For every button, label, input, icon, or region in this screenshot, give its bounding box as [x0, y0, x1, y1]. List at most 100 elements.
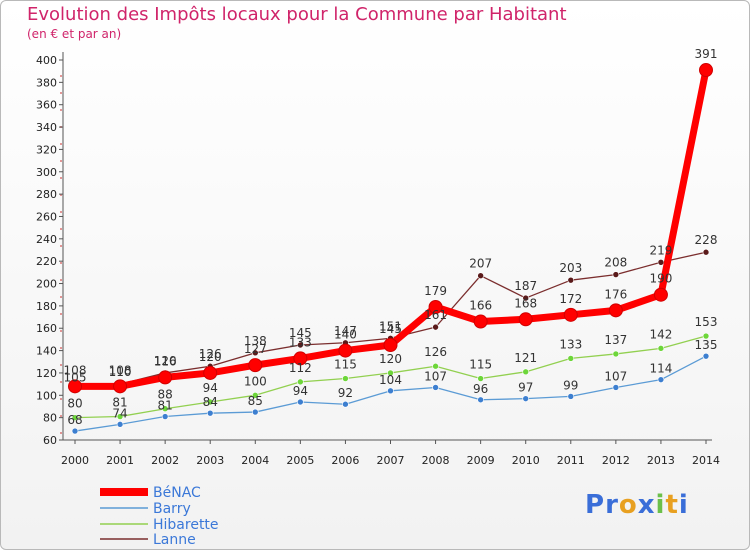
data-label: 147 [334, 324, 357, 338]
y-tick-label: 360 [36, 99, 57, 112]
x-tick-label: 2001 [106, 454, 134, 467]
data-point [342, 400, 349, 408]
data-point [206, 409, 214, 417]
data-label: 126 [199, 347, 222, 361]
data-label: 99 [563, 378, 578, 392]
logo-letter: i [655, 490, 666, 520]
y-tick-label: 120 [36, 367, 57, 380]
y-tick-label: 400 [36, 54, 57, 67]
data-label: 84 [203, 395, 218, 409]
data-label: 133 [559, 337, 582, 351]
data-label: 107 [424, 369, 447, 383]
data-point [297, 378, 304, 386]
y-tick-label: 240 [36, 233, 57, 246]
data-label: 166 [469, 299, 492, 313]
data-point [342, 375, 349, 382]
data-label: 112 [289, 361, 312, 375]
x-tick-label: 2005 [286, 454, 314, 467]
data-label: 94 [293, 384, 308, 398]
data-label: 127 [244, 342, 267, 356]
y-tick-label: 180 [36, 300, 57, 313]
logo-letter: r [605, 490, 619, 520]
data-point [428, 300, 443, 314]
data-label: 107 [604, 369, 627, 383]
data-label: 108 [109, 363, 132, 377]
y-tick-label: 80 [43, 412, 57, 425]
y-tick-label: 100 [36, 389, 57, 402]
logo-letter: t [665, 490, 679, 520]
data-point [702, 352, 710, 360]
data-label: 120 [199, 350, 222, 364]
data-label: 190 [649, 272, 672, 286]
data-point [293, 351, 308, 366]
data-label: 120 [379, 352, 402, 366]
data-label: 115 [469, 358, 492, 372]
y-tick-label: 380 [36, 76, 57, 89]
data-point [297, 398, 304, 406]
data-point [699, 63, 713, 78]
data-point [567, 393, 575, 400]
x-tick-label: 2007 [377, 454, 405, 467]
data-label: 94 [203, 381, 218, 395]
data-point [477, 375, 484, 382]
data-label: 100 [244, 374, 267, 388]
data-point [206, 398, 214, 406]
data-label: 81 [112, 396, 127, 410]
y-tick-label: 160 [36, 322, 57, 335]
y-tick-label: 200 [36, 278, 57, 291]
data-label: 110 [109, 365, 132, 379]
data-point [432, 323, 439, 331]
data-label: 145 [379, 322, 402, 336]
data-point [702, 332, 710, 340]
data-point [71, 427, 79, 435]
data-label: 168 [514, 296, 537, 310]
data-label: 120 [154, 354, 177, 368]
y-tick-label: 220 [36, 255, 57, 268]
y-tick-label: 280 [36, 188, 57, 201]
data-label: 176 [604, 287, 627, 301]
data-label: 207 [469, 257, 492, 271]
data-label: 115 [334, 358, 357, 372]
data-point [473, 314, 488, 329]
data-point [71, 414, 79, 421]
x-tick-label: 2008 [422, 454, 450, 467]
data-point [477, 272, 484, 280]
data-label: 179 [424, 284, 447, 298]
data-point [612, 350, 620, 358]
data-point [653, 287, 668, 302]
data-point [116, 421, 124, 428]
data-label: 80 [67, 397, 82, 411]
data-label: 228 [695, 233, 718, 247]
y-tick-label: 60 [43, 434, 57, 447]
logo-letter: o [618, 490, 638, 520]
data-label: 161 [424, 308, 447, 322]
x-tick-label: 2009 [467, 454, 495, 467]
data-label: 172 [559, 292, 582, 306]
data-point [387, 387, 394, 395]
data-point [567, 276, 575, 284]
data-label: 126 [424, 345, 447, 359]
data-point [116, 413, 124, 420]
x-tick-label: 2004 [241, 454, 269, 467]
data-point [608, 303, 623, 318]
data-label: 121 [514, 351, 537, 365]
legend-label: Lanne [153, 532, 196, 548]
data-label: 114 [649, 362, 672, 376]
data-point [432, 384, 439, 391]
data-point [522, 294, 530, 302]
legend-label: BéNAC [153, 485, 201, 501]
data-label: 153 [695, 315, 718, 329]
y-tick-label: 340 [36, 121, 57, 134]
data-point [612, 384, 620, 391]
data-label: 104 [379, 373, 402, 387]
data-label: 138 [244, 334, 267, 348]
x-tick-label: 2010 [512, 454, 540, 467]
proxiti-logo: Proxiti [585, 490, 689, 520]
data-point [657, 376, 665, 383]
data-point [702, 248, 710, 256]
data-label: 203 [559, 261, 582, 275]
logo-letter: i [678, 490, 689, 520]
data-point [657, 345, 665, 352]
data-point [383, 338, 398, 352]
data-point [518, 312, 533, 327]
